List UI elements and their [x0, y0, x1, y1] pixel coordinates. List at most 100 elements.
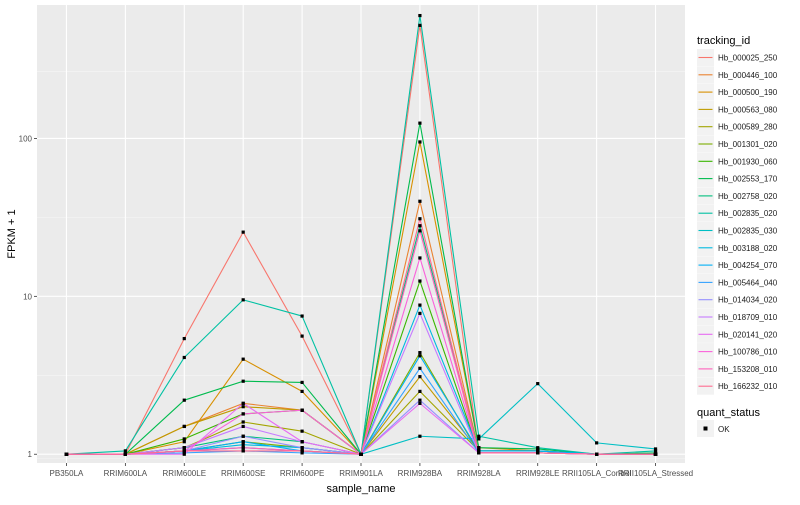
data-point [418, 375, 422, 379]
legend-label: Hb_002835_020 [718, 209, 778, 218]
x-tick-label: RRIM928LA [457, 469, 501, 478]
data-point [536, 446, 540, 450]
data-point [418, 140, 422, 144]
data-point [182, 355, 186, 360]
data-point [418, 303, 422, 307]
legend-label: Hb_100786_010 [718, 348, 778, 357]
data-point [241, 357, 245, 361]
data-point [241, 420, 245, 424]
x-tick-label: RRII105LA_Stressed [618, 469, 693, 478]
data-point [536, 382, 540, 386]
x-axis-title: sample_name [326, 483, 395, 495]
data-point [241, 443, 245, 447]
x-tick-label: RRII105LA_Control [562, 469, 632, 478]
legend-title: tracking_id [697, 35, 750, 47]
data-point [300, 446, 304, 450]
data-point [241, 401, 245, 405]
data-point [477, 434, 481, 438]
point-layer [64, 13, 658, 456]
data-point [241, 412, 245, 416]
data-point [182, 398, 186, 402]
data-point [241, 230, 245, 234]
x-tick-label: RRIM928LE [516, 469, 560, 478]
x-tick-label: RRIM600SE [221, 469, 265, 478]
data-point [477, 451, 481, 455]
data-point [418, 401, 422, 405]
legend-label: Hb_005464_040 [718, 278, 778, 287]
data-point [595, 452, 599, 456]
data-point [182, 449, 186, 453]
data-point [418, 434, 422, 438]
data-point [182, 437, 186, 441]
data-point [241, 298, 245, 302]
data-point [182, 446, 186, 450]
data-point [418, 279, 422, 283]
data-point [64, 452, 69, 456]
grid-layer [37, 5, 685, 463]
data-point [300, 389, 304, 393]
data-point [418, 256, 422, 260]
legend-label: Hb_002758_020 [718, 192, 778, 201]
data-point [477, 446, 481, 450]
y-tick-label: 1 [28, 450, 33, 459]
legend-label: Hb_018709_010 [718, 313, 778, 322]
data-point [182, 440, 186, 444]
legend-status-label: OK [718, 425, 730, 434]
data-point [300, 334, 304, 338]
data-point [418, 354, 422, 358]
legend-label: Hb_000589_280 [718, 123, 778, 132]
x-tick-label: RRIM600PE [280, 469, 324, 478]
data-point [241, 405, 245, 409]
data-point [182, 424, 186, 429]
data-point [241, 434, 245, 438]
x-tick-label: RRIM600LA [104, 469, 148, 478]
x-tick-label: RRIM928BA [398, 469, 443, 478]
data-point [418, 351, 422, 355]
legend-label: Hb_020141_020 [718, 330, 778, 339]
data-point [418, 366, 422, 370]
data-point [300, 449, 304, 453]
axis-layer: 1 10 100 PB350LA RRIM600LA RRIM600LE RRIM600SE… [19, 134, 693, 478]
data-point [300, 380, 304, 385]
data-point [359, 452, 363, 456]
legend-label: Hb_000563_080 [718, 105, 778, 114]
data-point [653, 452, 658, 456]
data-point [182, 452, 186, 456]
data-point [418, 224, 422, 228]
data-point [477, 449, 481, 453]
legend-label: Hb_014034_020 [718, 296, 778, 305]
x-tick-label: PB350LA [50, 469, 84, 478]
legend-label: Hb_004254_070 [718, 261, 778, 270]
data-point [182, 336, 186, 341]
data-point [123, 449, 127, 453]
data-point [300, 429, 304, 433]
legend-status-point [703, 426, 708, 431]
legend-label: Hb_002835_030 [718, 227, 778, 236]
legend-label: Hb_166232_010 [718, 382, 778, 391]
data-point [418, 199, 422, 203]
data-point [123, 452, 127, 456]
legend-label: Hb_002553_170 [718, 175, 778, 184]
legend-status-title: quant_status [697, 407, 760, 419]
data-point [241, 446, 245, 450]
data-point [418, 121, 422, 125]
x-tick-label: RRIM901LA [339, 469, 383, 478]
data-point [300, 314, 304, 318]
data-point [418, 398, 422, 402]
data-point [418, 13, 422, 18]
data-point [477, 437, 481, 441]
legend-label: Hb_153208_010 [718, 365, 778, 374]
data-point [241, 379, 245, 383]
legend-label: Hb_001930_060 [718, 157, 778, 166]
data-point [418, 389, 422, 393]
legend-label: Hb_001301_020 [718, 140, 778, 149]
y-tick-label: 10 [23, 292, 32, 301]
data-point [653, 449, 658, 453]
data-point [418, 311, 422, 315]
data-point [300, 408, 304, 412]
y-tick-label: 100 [19, 134, 33, 143]
legend: tracking_id Hb_000025_250Hb_000446_100Hb… [697, 35, 778, 437]
legend-label: Hb_000025_250 [718, 54, 778, 63]
